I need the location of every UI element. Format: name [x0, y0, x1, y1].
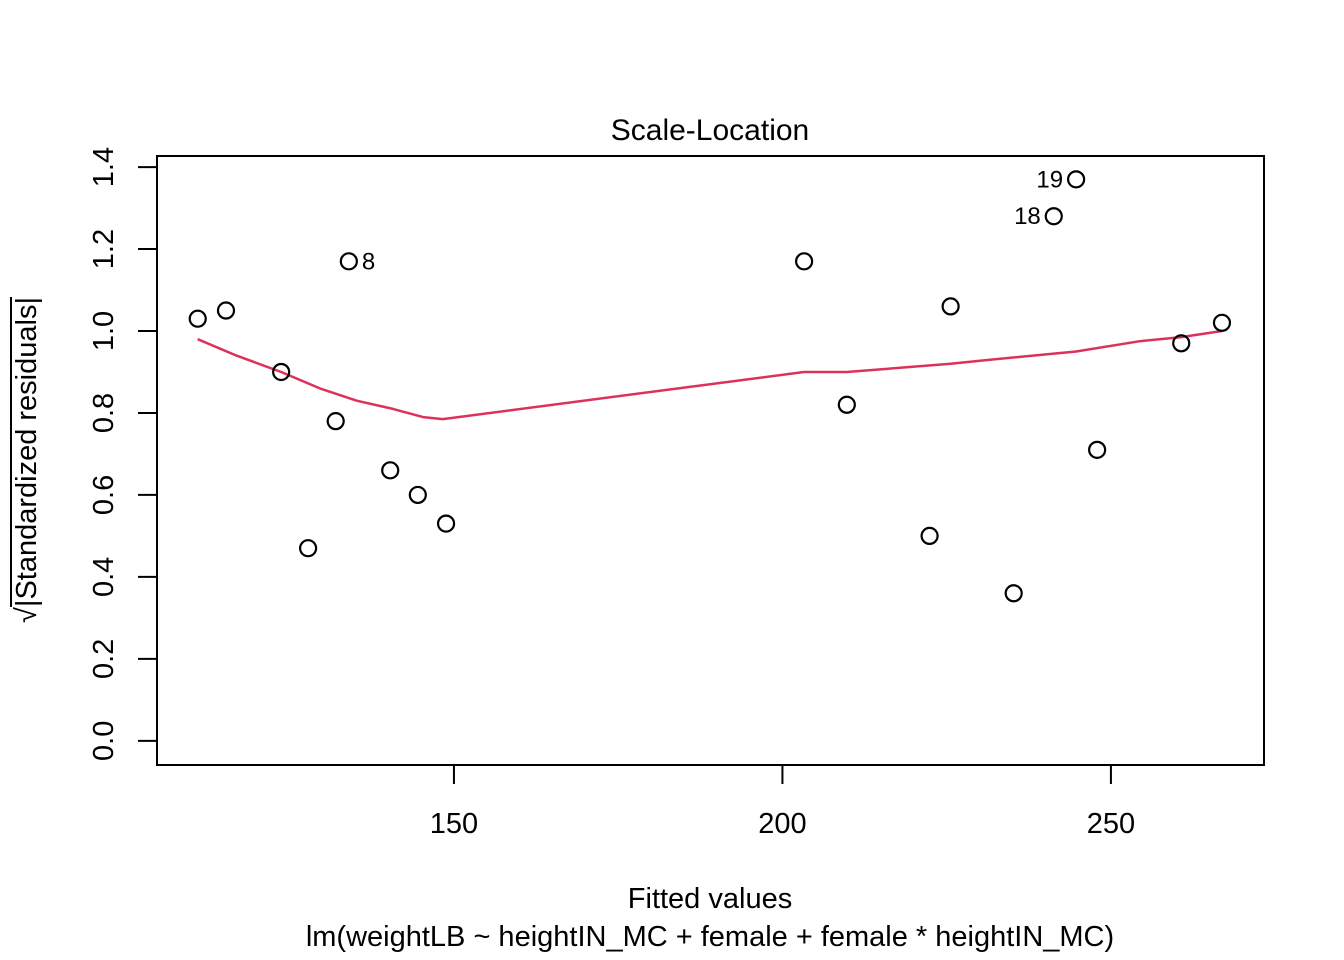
- data-point: [1212, 313, 1232, 332]
- data-point: [436, 514, 456, 533]
- y-tick-label: 0.4: [88, 557, 120, 597]
- y-axis-label-text: |Standardized residuals|: [10, 297, 43, 608]
- data-point: [408, 485, 427, 505]
- sqrt-symbol: √: [11, 607, 43, 624]
- smooth-line-group: [197, 329, 1223, 421]
- data-point: [941, 297, 960, 316]
- y-tick-label: 0.8: [88, 393, 120, 433]
- point-label-19: 19: [1036, 166, 1063, 193]
- data-point: [272, 362, 291, 382]
- data-point: [299, 539, 318, 558]
- point-label-8: 8: [362, 248, 375, 275]
- y-tick-label: 1.0: [88, 311, 120, 351]
- y-axis-label: √|Standardized residuals|: [10, 160, 46, 760]
- data-point: [216, 301, 236, 320]
- data-point: [326, 412, 345, 431]
- data-point: [188, 309, 207, 328]
- lowess-smooth-line: [197, 329, 1223, 421]
- y-tick-label: 1.4: [88, 147, 120, 187]
- points-group: 8 18 19: [188, 166, 1232, 603]
- data-point: [1067, 170, 1086, 189]
- point-label-18: 18: [1014, 203, 1041, 230]
- x-axis-label: Fitted values: [628, 883, 792, 915]
- data-point: [1088, 440, 1107, 459]
- y-tick-label: 0.0: [88, 721, 120, 761]
- data-point: [339, 252, 358, 271]
- y-tick-label: 0.2: [88, 639, 120, 679]
- data-point: [381, 461, 400, 480]
- chart-title: Scale-Location: [611, 114, 809, 147]
- x-tick-label: 200: [758, 808, 806, 840]
- data-point: [795, 252, 814, 271]
- data-point: [920, 526, 939, 546]
- y-tick-label: 0.6: [88, 475, 120, 515]
- data-point: [1044, 207, 1063, 226]
- model-formula-label: lm(weightLB ~ heightIN_MC + female + fem…: [306, 921, 1114, 953]
- x-tick-label: 150: [430, 808, 478, 840]
- axes-group: 150 200 250 0.0 0.2 0.4 0.6 0.8 1.0 1.2 1.4: [88, 147, 1265, 840]
- plot-box: [156, 155, 1265, 766]
- data-point: [1172, 334, 1191, 353]
- data-point: [837, 395, 856, 414]
- data-point: [1004, 584, 1023, 603]
- y-tick-label: 1.2: [88, 229, 120, 269]
- x-tick-label: 250: [1087, 808, 1135, 840]
